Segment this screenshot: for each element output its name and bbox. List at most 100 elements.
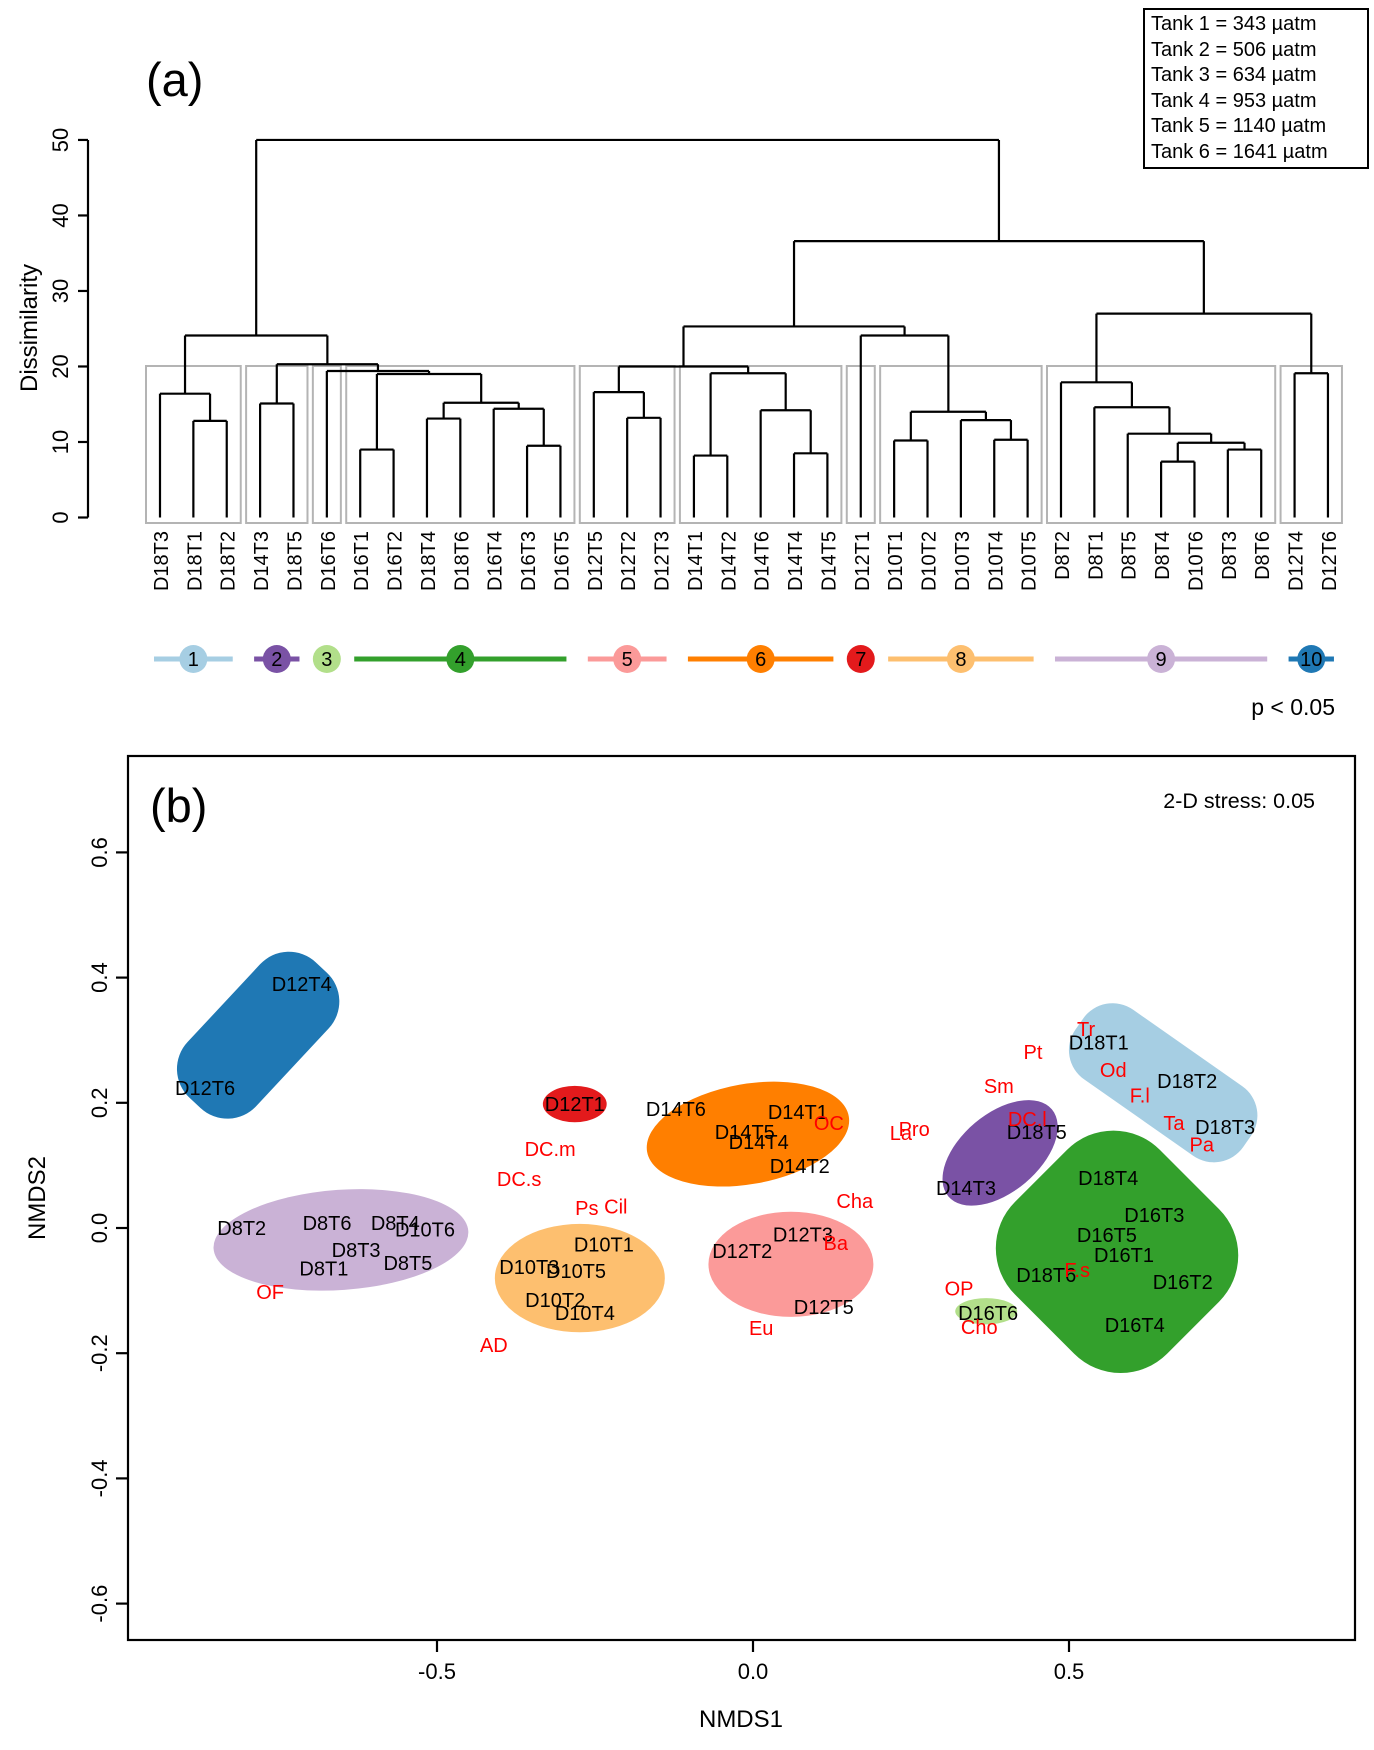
nmds-species-label: OC [814, 1113, 844, 1135]
dendrogram-leaf-label: D18T6 [451, 531, 473, 591]
nmds-sample-label: D10T3 [499, 1257, 559, 1279]
dendrogram-leaf-label: D16T2 [385, 531, 407, 591]
cluster-box [345, 365, 576, 524]
cluster-badge [179, 645, 208, 673]
cluster-blob [542, 1085, 607, 1123]
x-axis-tick-label: 0.0 [738, 1659, 769, 1684]
significance-text: p < 0.05 [1251, 694, 1335, 720]
tank-legend-line: Tank 5 = 1140 µatm [1151, 115, 1327, 137]
cluster-box [311, 365, 342, 524]
cluster-box [1045, 365, 1277, 524]
nmds-sample-label: D16T4 [1105, 1315, 1165, 1337]
tank-legend-line: Tank 2 = 506 µatm [1151, 38, 1317, 61]
dendrogram-leaf-label: D8T1 [1085, 531, 1107, 580]
nmds-sample-label: D10T5 [546, 1261, 606, 1283]
cluster-blob [1068, 1003, 1258, 1163]
cluster-badge-number: 4 [455, 649, 466, 671]
nmds-sample-label: D14T4 [729, 1132, 789, 1154]
nmds-sample-label: D12T1 [545, 1094, 605, 1116]
dendrogram-leaf-label: D16T4 [485, 531, 507, 591]
nmds-sample-label: D16T2 [1153, 1272, 1213, 1294]
x-axis-tick-label: -0.5 [418, 1659, 456, 1684]
dendrogram-leaf-label: D10T1 [885, 531, 907, 591]
cluster-blob [176, 951, 340, 1119]
cluster-badge-number: 10 [1300, 649, 1322, 671]
nmds-sample-label: D8T2 [217, 1218, 266, 1240]
nmds-species-label: OP [945, 1279, 974, 1301]
nmds-sample-label: D18T2 [1157, 1071, 1217, 1093]
cluster-box [145, 365, 242, 524]
dendrogram-leaf-label: D8T5 [1119, 531, 1141, 580]
cluster-badge-number: 6 [755, 649, 766, 671]
cluster-blob [494, 1223, 665, 1333]
nmds-sample-label: D18T1 [1069, 1033, 1129, 1055]
nmds-species-label: Sm [984, 1076, 1014, 1098]
nmds-plot-box [126, 754, 1357, 1642]
nmds-sample-label: D10T6 [395, 1219, 455, 1241]
cluster-badge [746, 645, 775, 673]
nmds-sample-label: D12T2 [712, 1241, 772, 1263]
cluster-badge [946, 645, 975, 673]
dendrogram-leaf-label: D16T6 [318, 531, 340, 591]
nmds-sample-label: D12T6 [175, 1078, 235, 1100]
nmds-species-label: Pa [1189, 1135, 1214, 1157]
cluster-badge [262, 645, 291, 673]
nmds-sample-label: D10T2 [525, 1290, 585, 1312]
cluster-badge [613, 645, 642, 673]
cluster-box [1279, 365, 1343, 524]
nmds-species-label: AD [480, 1335, 508, 1357]
nmds-species-label: Tr [1077, 1019, 1095, 1041]
cluster-badge-number: 1 [188, 649, 199, 671]
tank-legend-line: Tank 4 = 953 µatm [1151, 89, 1317, 112]
y-axis-tick-label: -0.6 [87, 1585, 112, 1623]
dendrogram-leaf-label: D12T1 [852, 531, 874, 591]
cluster-badge-number: 5 [622, 649, 633, 671]
nmds-species-label: Ta [1163, 1113, 1185, 1135]
nmds-species-label: La [890, 1123, 913, 1145]
dendrogram-leaf-label: D12T6 [1319, 531, 1341, 591]
y-axis-tick-label: 0 [48, 511, 73, 523]
nmds-sample-label: D18T6 [1016, 1265, 1076, 1287]
cluster-badge [312, 645, 341, 673]
cluster-blob [995, 1130, 1239, 1373]
cluster-badge-number: 7 [855, 649, 866, 671]
dendrogram-leaf-label: D14T3 [251, 531, 273, 591]
nmds-sample-label: D12T5 [794, 1297, 854, 1319]
dendrogram-leaf-label: D14T5 [818, 531, 840, 591]
nmds-sample-label: D8T3 [332, 1240, 381, 1262]
dendrogram-leaf-label: D18T1 [184, 531, 206, 591]
dendrogram-leaf-label: D8T6 [1252, 531, 1274, 580]
nmds-sample-label: D12T3 [773, 1224, 833, 1246]
cluster-badge-number: 9 [1156, 649, 1167, 671]
nmds-species-label: Cha [836, 1191, 874, 1213]
cluster-badge-number: 2 [271, 649, 282, 671]
y-axis-tick-label: 30 [48, 279, 73, 303]
nmds-sample-label: D8T1 [299, 1259, 348, 1281]
y-axis-tick-label: 20 [48, 354, 73, 378]
dendrogram-leaf-label: D14T6 [752, 531, 774, 591]
nmds-sample-label: D8T5 [383, 1253, 432, 1275]
nmds-sample-label: D12T4 [272, 974, 332, 996]
cluster-box [879, 365, 1043, 524]
cluster-blob [955, 1298, 1018, 1325]
dendrogram-leaf-label: D18T2 [218, 531, 240, 591]
nmds-sample-label: D14T1 [768, 1102, 828, 1124]
nmds-sample-label: D16T1 [1094, 1245, 1154, 1267]
stress-text: 2-D stress: 0.05 [1163, 789, 1315, 813]
nmds-species-label: Ps [575, 1198, 598, 1220]
cluster-badge-number: 8 [955, 649, 966, 671]
dendrogram-leaf-label: D12T2 [618, 531, 640, 591]
nmds-species-label: DC.m [525, 1139, 576, 1161]
dendrogram-leaf-label: D16T5 [551, 531, 573, 591]
y-axis-tick-label: 40 [48, 203, 73, 227]
dendrogram-leaf-label: D8T3 [1219, 531, 1241, 580]
y-axis-tick-label: -0.4 [87, 1459, 112, 1497]
nmds-sample-label: D16T6 [958, 1303, 1018, 1325]
nmds-species-label: OF [256, 1282, 284, 1304]
y-axis-tick-label: 0.6 [87, 837, 112, 868]
dendrogram-leaf-label: D10T4 [985, 531, 1007, 591]
dendrogram-leaf-label: D14T4 [785, 531, 807, 591]
dendrogram-leaf-label: D14T2 [718, 531, 740, 591]
dendrogram-leaf-label: D10T5 [1019, 531, 1041, 591]
cluster-badge [1297, 645, 1326, 673]
